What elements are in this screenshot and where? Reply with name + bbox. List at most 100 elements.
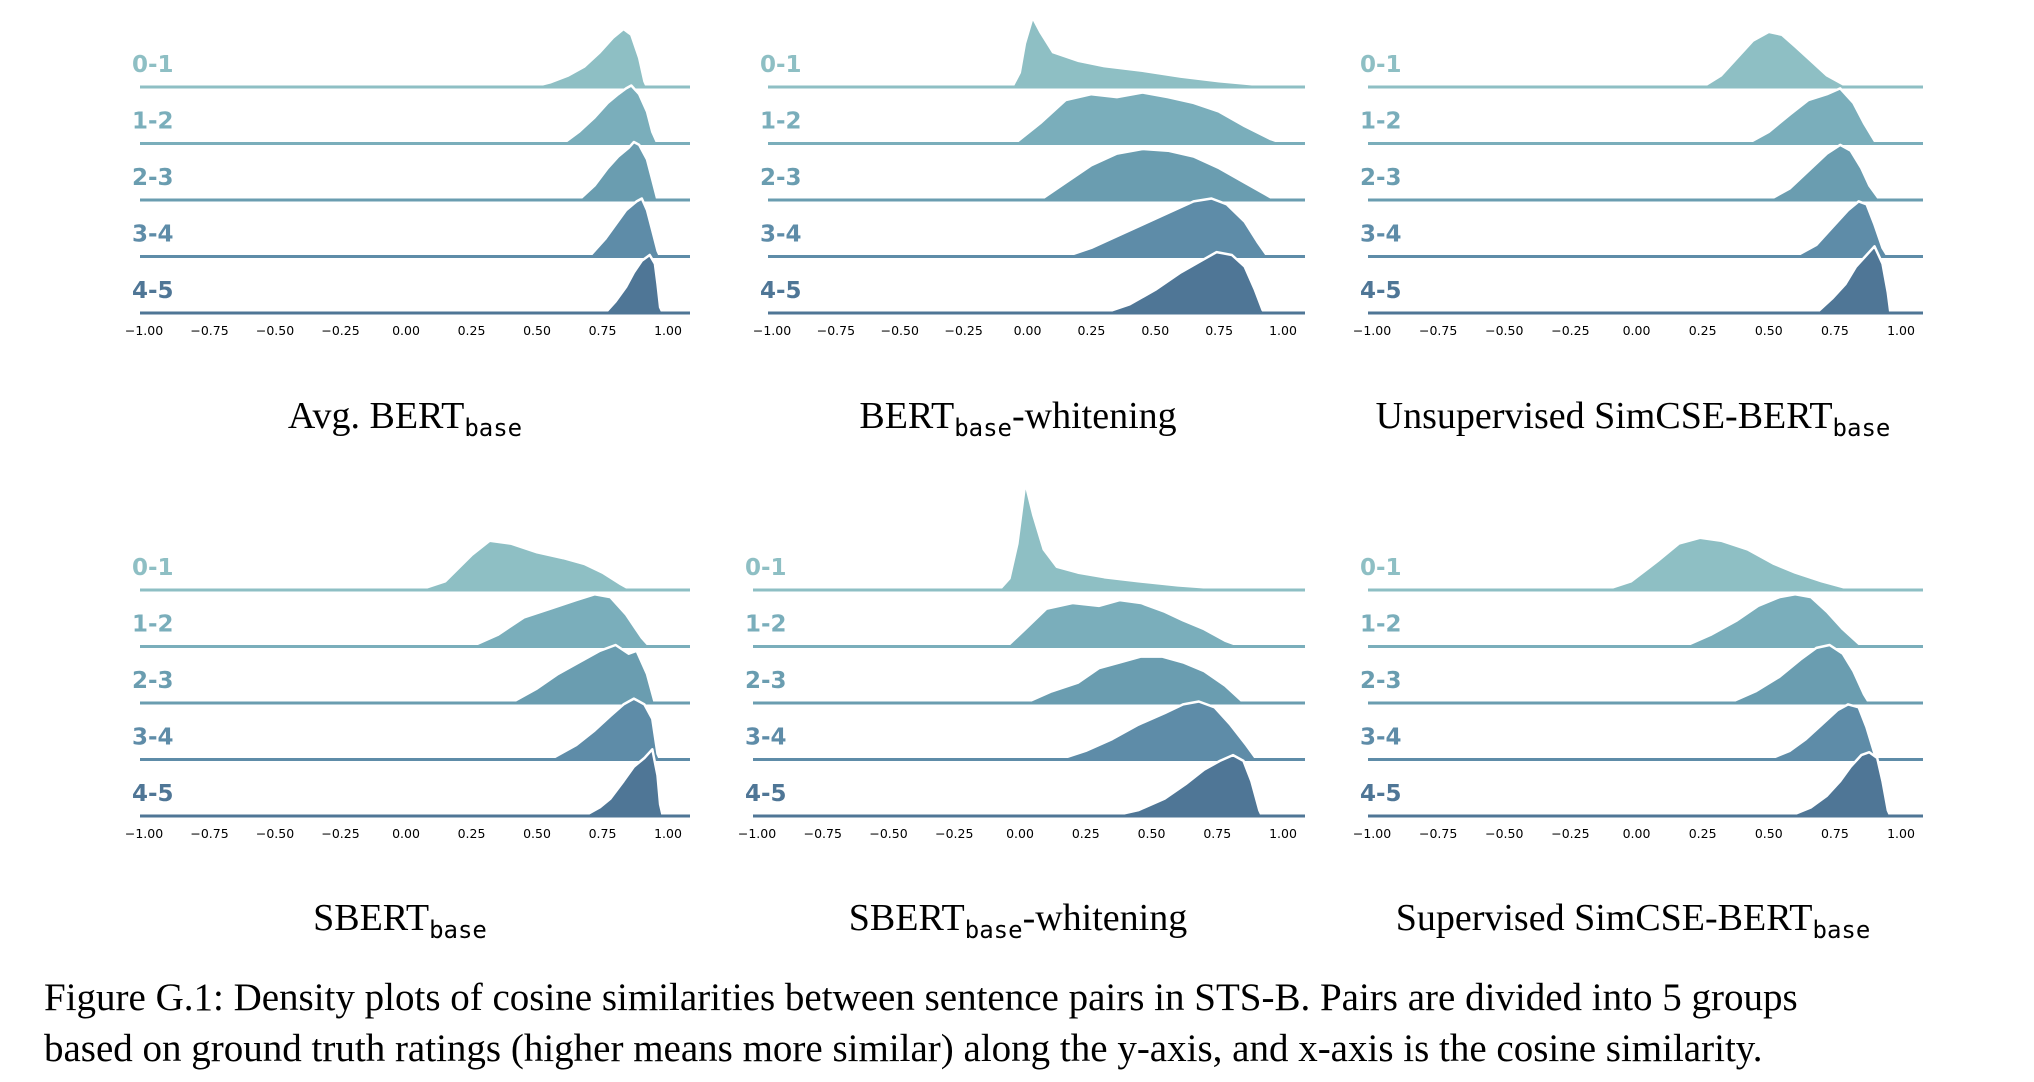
x-tick-label: −0.50	[256, 826, 294, 841]
x-tick-label: −0.25	[1551, 826, 1589, 841]
panel-title: Unsupervised SimCSE-BERTbase	[1376, 395, 1891, 442]
x-tick-label: 0.75	[1203, 826, 1231, 841]
density-1-2	[470, 593, 651, 648]
group-label-2-3: 2-3	[745, 668, 787, 694]
panel-title: Supervised SimCSE-BERTbase	[1396, 897, 1871, 944]
group-label-1-2: 1-2	[760, 109, 802, 135]
density-0-1	[997, 481, 1258, 592]
x-tick-label: 0.25	[1689, 323, 1717, 338]
x-tick-label: 0.75	[1821, 323, 1849, 338]
group-label-4-5: 4-5	[1360, 278, 1402, 304]
ridgeline-panel-1: 0-1 1-2 2-3 3-4 4-5 −1.00 −0.75 −0.50 −0.25 0.00 0…	[125, 27, 690, 442]
x-tick-label: −0.75	[1419, 323, 1457, 338]
x-tick-label: −0.75	[804, 826, 842, 841]
x-tick-label: −0.50	[256, 323, 294, 338]
group-label-4-5: 4-5	[1360, 781, 1402, 807]
density-1-2	[1746, 87, 1879, 145]
caption-line-2: based on ground truth ratings (higher me…	[44, 1027, 1763, 1070]
density-2-3	[1024, 655, 1248, 705]
density-4-5	[1110, 753, 1264, 818]
group-label-4-5: 4-5	[745, 781, 787, 807]
group-label-3-4: 3-4	[132, 222, 174, 248]
density-4-5	[1815, 245, 1892, 315]
x-tick-label: 0.00	[1623, 323, 1651, 338]
x-tick-label: 0.50	[523, 826, 551, 841]
panel-title: Avg. BERTbase	[288, 395, 522, 442]
panel-title: SBERTbase-whitening	[849, 897, 1187, 944]
x-tick-label: 1.00	[1887, 323, 1915, 338]
x-tick-label: 1.00	[1887, 826, 1915, 841]
caption-line-1: Figure G.1: Density plots of cosine simi…	[44, 976, 1798, 1019]
group-label-4-5: 4-5	[132, 278, 174, 304]
density-0-1	[417, 539, 633, 592]
group-label-3-4: 3-4	[760, 222, 802, 248]
group-label-3-4: 3-4	[132, 725, 174, 751]
x-tick-label: −1.00	[1353, 323, 1391, 338]
group-label-0-1: 0-1	[745, 555, 787, 581]
x-tick-label: 0.75	[1205, 323, 1233, 338]
group-label-3-4: 3-4	[1360, 725, 1402, 751]
density-0-1	[1603, 536, 1855, 592]
density-2-3	[1039, 147, 1277, 202]
density-0-1	[1010, 16, 1285, 89]
x-tick-label: −0.25	[321, 323, 359, 338]
x-tick-label: 1.00	[654, 826, 682, 841]
density-2-3	[509, 643, 657, 705]
group-label-2-3: 2-3	[1360, 165, 1402, 191]
x-tick-label: 0.00	[1014, 323, 1042, 338]
x-tick-label: 0.25	[458, 323, 486, 338]
density-1-2	[561, 84, 659, 145]
x-tick-label: −0.25	[1551, 323, 1589, 338]
density-0-1	[530, 27, 649, 89]
x-tick-label: 0.00	[1623, 826, 1651, 841]
group-label-2-3: 2-3	[1360, 668, 1402, 694]
x-tick-label: 0.00	[1006, 826, 1034, 841]
x-tick-label: 0.50	[1138, 826, 1166, 841]
x-tick-label: −0.25	[935, 826, 973, 841]
group-label-4-5: 4-5	[132, 781, 174, 807]
ridgeline-panel-6: 0-1 1-2 2-3 3-4 4-5 −1.00 −0.75 −0.50 −0.25 0.00 0…	[1353, 536, 1923, 944]
x-tick-label: 0.50	[523, 323, 551, 338]
density-2-3	[577, 140, 659, 202]
group-label-2-3: 2-3	[132, 668, 174, 694]
density-4-5	[1102, 250, 1267, 315]
panel-title: BERTbase-whitening	[859, 395, 1176, 442]
x-tick-label: 1.00	[654, 323, 682, 338]
group-label-0-1: 0-1	[1360, 555, 1402, 581]
density-2-3	[1767, 143, 1882, 202]
density-3-4	[1793, 200, 1890, 258]
x-tick-label: −0.75	[817, 323, 855, 338]
group-label-3-4: 3-4	[745, 725, 787, 751]
density-1-2	[1005, 598, 1243, 648]
x-tick-label: 0.25	[458, 826, 486, 841]
x-tick-label: 0.75	[589, 826, 617, 841]
figure-caption: Figure G.1: Density plots of cosine simi…	[44, 972, 2004, 1074]
x-tick-label: 0.25	[1689, 826, 1717, 841]
density-1-2	[1682, 593, 1866, 648]
density-3-4	[1767, 703, 1882, 761]
group-label-1-2: 1-2	[132, 612, 174, 638]
x-tick-label: 0.00	[392, 826, 420, 841]
ridgeline-panel-5: 0-1 1-2 2-3 3-4 4-5 −1.00 −0.75 −0.50 −0.25 0.00 0…	[738, 481, 1305, 944]
x-tick-label: 0.75	[1821, 826, 1849, 841]
panel-title: SBERTbase	[313, 897, 487, 944]
x-tick-label: −1.00	[738, 826, 776, 841]
ridgeline-panel-3: 0-1 1-2 2-3 3-4 4-5 −1.00 −0.75 −0.50 −0.25 0.00 0…	[1353, 30, 1923, 442]
x-tick-label: −0.25	[944, 323, 982, 338]
x-tick-label: −0.50	[881, 323, 919, 338]
density-3-4	[1064, 197, 1269, 258]
density-3-4	[548, 697, 662, 761]
x-tick-label: −0.75	[190, 323, 228, 338]
group-label-1-2: 1-2	[132, 109, 174, 135]
x-tick-label: −1.00	[125, 323, 163, 338]
x-tick-label: 0.50	[1755, 323, 1783, 338]
x-tick-label: 0.25	[1072, 826, 1100, 841]
ridgeline-panel-4: 0-1 1-2 2-3 3-4 4-5 −1.00 −0.75 −0.50 −0.25 0.00 0…	[125, 539, 690, 944]
x-tick-label: 0.00	[392, 323, 420, 338]
x-tick-label: 0.75	[589, 323, 617, 338]
x-tick-label: −0.75	[1419, 826, 1457, 841]
x-tick-label: 1.00	[1269, 323, 1297, 338]
group-label-4-5: 4-5	[760, 278, 802, 304]
density-3-4	[588, 197, 662, 258]
group-label-0-1: 0-1	[760, 52, 802, 78]
